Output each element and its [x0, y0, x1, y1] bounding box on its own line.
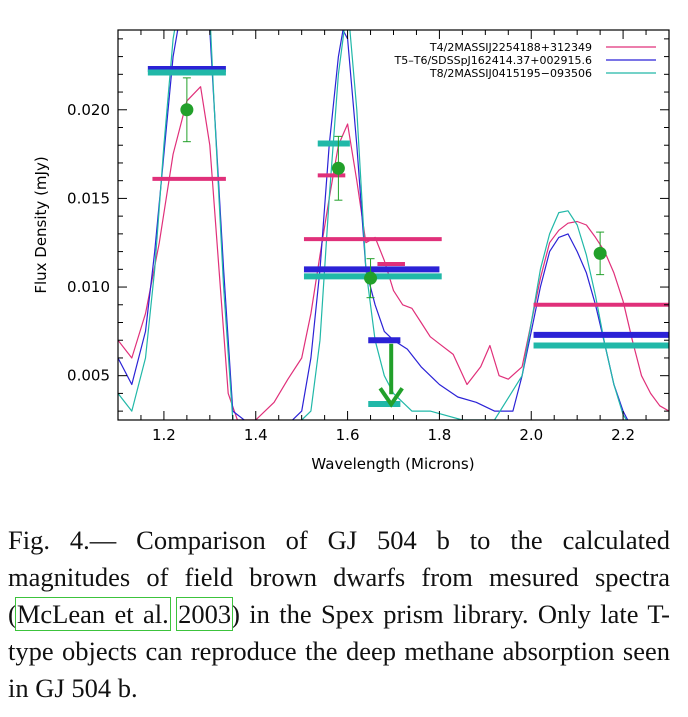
legend-label-2: T8/2MASSIJ0415195−093506 — [429, 67, 592, 80]
legend-label-1: T5–T6/SDSSpJ162414.37+002915.6 — [394, 54, 592, 67]
caption-text-end: ) in the Spex prism library. Only late T… — [8, 599, 670, 703]
figure-chart: 1.2 1.4 1.6 1.8 2.0 2.2 0.005 0.010 0.015 0.020 T… — [32, 29, 670, 473]
caption-text-start: Fig. 4.— Comparison of GJ 504 b to the c… — [8, 525, 670, 629]
data-point-0 — [180, 103, 194, 117]
figure-caption: Fig. 4.— Comparison of GJ 504 b to the c… — [8, 522, 670, 707]
spectrum-line-0 — [118, 86, 669, 420]
x-tick-label: 1.4 — [244, 426, 268, 444]
citation-link-year[interactable]: 2003 — [176, 597, 234, 631]
y-tick-label: 0.010 — [67, 278, 110, 296]
citation-link-authors[interactable]: McLean et al. — [14, 597, 171, 631]
upper-limit-arrowhead — [378, 387, 404, 408]
x-tick-label: 1.8 — [427, 426, 451, 444]
data-point-1 — [331, 161, 345, 175]
data-point-3 — [593, 246, 607, 260]
data-point-2 — [364, 271, 378, 285]
x-axis-label: Wavelength (Microns) — [311, 455, 474, 473]
y-tick-label: 0.015 — [67, 189, 110, 207]
x-tick-label: 2.0 — [519, 426, 543, 444]
x-tick-label: 1.2 — [152, 426, 176, 444]
y-tick-label: 0.005 — [67, 367, 110, 385]
y-axis-label: Flux Density (mJy) — [32, 156, 50, 293]
x-tick-label: 2.2 — [611, 426, 635, 444]
legend-label-0: T4/2MASSIJ2254188+312349 — [429, 41, 592, 54]
y-tick-label: 0.020 — [67, 101, 110, 119]
x-tick-label: 1.6 — [336, 426, 360, 444]
